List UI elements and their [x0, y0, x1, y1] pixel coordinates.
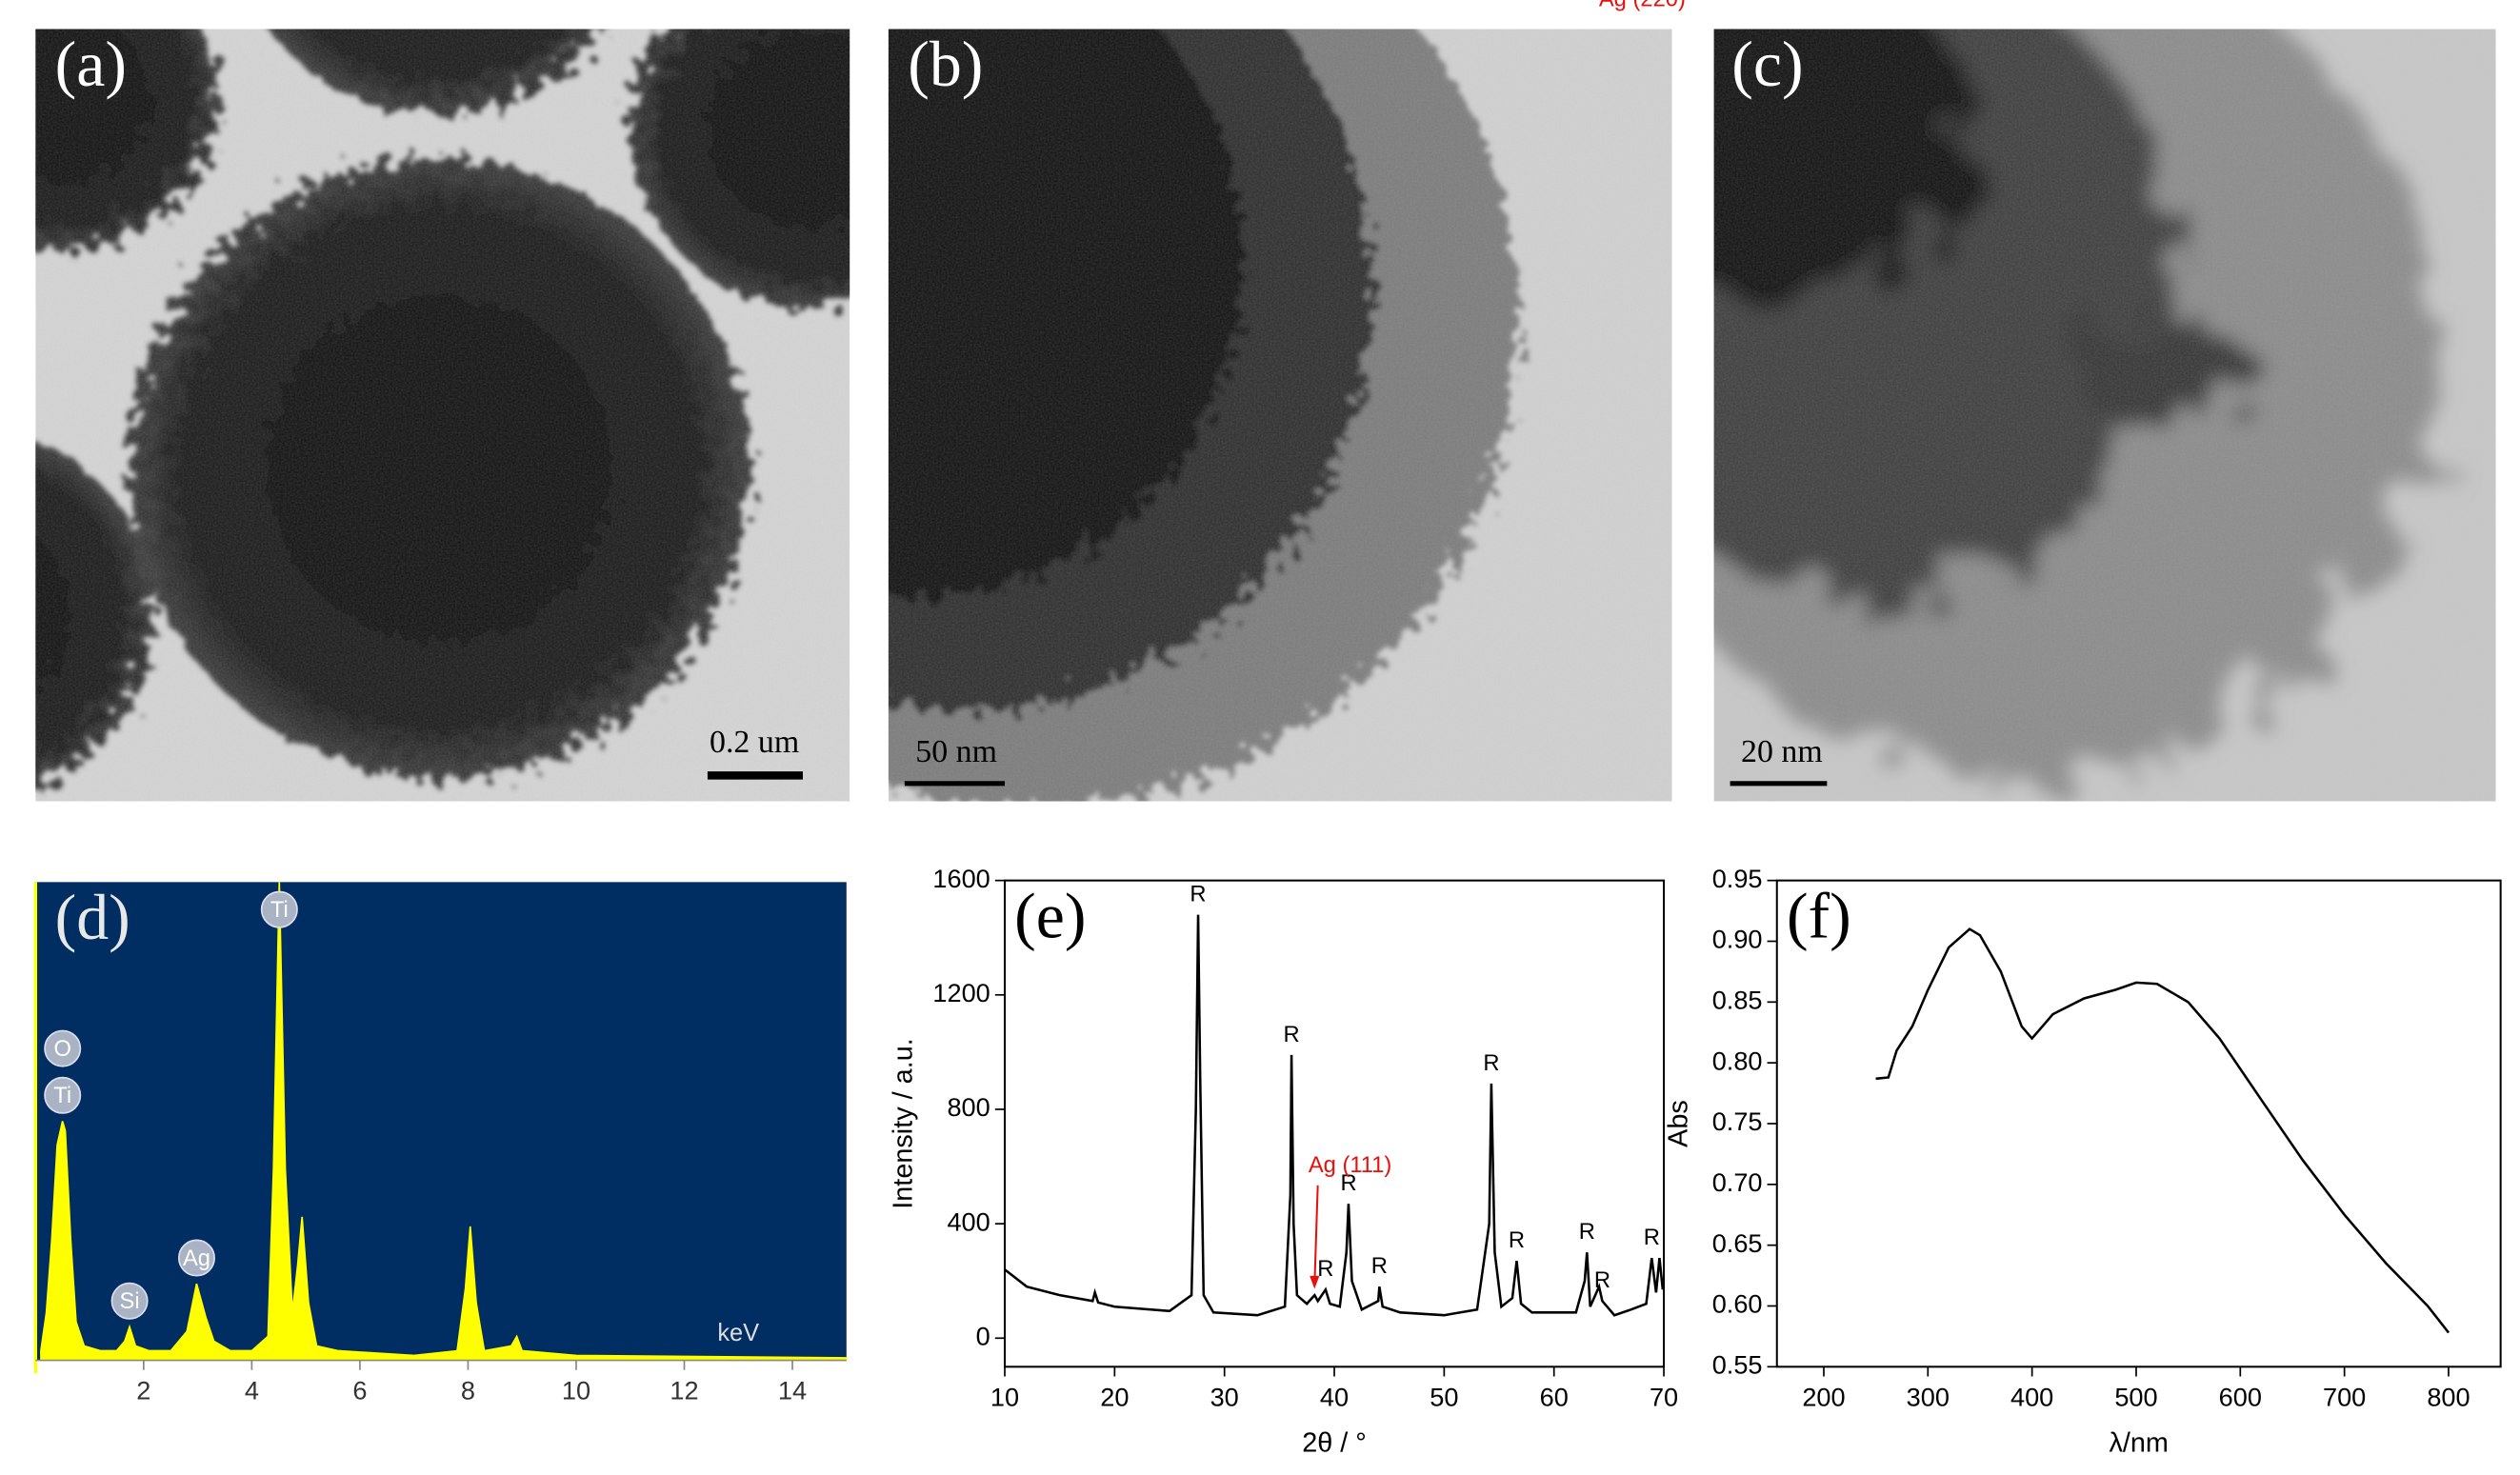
plot-frame	[1775, 879, 2502, 1368]
x-tick-label: 20	[1100, 1382, 1129, 1411]
annotation: R	[1509, 1228, 1525, 1253]
panel-label: (c)	[1731, 29, 1803, 100]
y-axis-label: Intensity / a.u.	[888, 1038, 918, 1209]
y-tick-label: 0.95	[1712, 864, 1763, 893]
micrograph-c	[1713, 29, 2496, 802]
scale-bar-label: 20 nm	[1741, 734, 1823, 769]
panel-label: (e)	[1014, 880, 1086, 951]
y-tick-label: 0.55	[1712, 1349, 1763, 1379]
panel-label: (f)	[1787, 880, 1851, 951]
y-tick-label: 1200	[932, 978, 990, 1007]
scale-bar-label: 50 nm	[915, 734, 997, 769]
x-axis-label: λ/nm	[2109, 1427, 2168, 1458]
y-tick-label: 400	[947, 1206, 990, 1236]
x-tick-label: 6	[352, 1376, 367, 1405]
x-tick-label: 500	[2114, 1382, 2157, 1411]
x-tick-label: 10	[990, 1382, 1019, 1411]
plot-frame	[1003, 879, 1666, 1368]
plot-background	[35, 882, 847, 1361]
peak-label: Ti	[270, 898, 289, 923]
y-tick-label: 0.85	[1712, 985, 1763, 1014]
micrograph-b	[888, 29, 1672, 802]
x-tick-label: 70	[1650, 1382, 1678, 1411]
x-tick-label: 40	[1320, 1382, 1349, 1411]
peak-label: Si	[120, 1289, 140, 1314]
annotation: R	[1371, 1254, 1388, 1279]
x-tick-label: 700	[2323, 1382, 2366, 1411]
y-axis-label: Abs	[1664, 1100, 1694, 1147]
x-axis-label: keV	[717, 1320, 759, 1346]
x-axis-label: 2θ / °	[1302, 1427, 1367, 1458]
annotation: R	[1579, 1220, 1595, 1245]
y-tick-label: 0.80	[1712, 1046, 1763, 1075]
x-tick-label: 14	[778, 1376, 807, 1405]
annotation: Ag (220)	[1599, 0, 1686, 11]
y-tick-label: 0.65	[1712, 1228, 1763, 1258]
y-tick-label: 0.60	[1712, 1289, 1763, 1319]
y-tick-label: 0.90	[1712, 925, 1763, 954]
x-tick-label: 600	[2219, 1382, 2262, 1411]
annotation: R	[1340, 1171, 1356, 1196]
annotation: R	[1283, 1023, 1299, 1047]
annotation: Ag (111)	[1309, 1153, 1392, 1178]
peak-marker	[260, 890, 298, 928]
micrograph-a	[35, 29, 850, 802]
y-tick-label: 1600	[932, 864, 990, 893]
spectrum	[40, 882, 848, 1362]
peak-marker	[44, 1029, 82, 1067]
peak-marker	[110, 1282, 149, 1320]
peak-marker	[44, 1076, 82, 1114]
x-tick-label: 800	[2427, 1382, 2470, 1411]
peak-label: Ag	[183, 1246, 210, 1271]
data-line	[1875, 927, 2450, 1334]
annotation-arrow	[1313, 1185, 1319, 1286]
x-tick-label: 400	[2010, 1382, 2053, 1411]
annotation: R	[1483, 1051, 1499, 1076]
x-tick-label: 12	[670, 1376, 698, 1405]
panel-label: (d)	[55, 882, 130, 953]
x-tick-label: 50	[1430, 1382, 1458, 1411]
peak-marker	[177, 1239, 215, 1277]
data-line	[1004, 914, 1665, 1317]
y-tick-label: 0.70	[1712, 1167, 1763, 1197]
y-tick-label: 0.75	[1712, 1106, 1763, 1136]
x-tick-label: 300	[1907, 1382, 1950, 1411]
x-tick-label: 200	[1802, 1382, 1845, 1411]
panel-label: (b)	[908, 29, 983, 100]
peak-label: O	[53, 1037, 70, 1062]
panel-label: (a)	[55, 29, 127, 100]
annotation: R	[1644, 1226, 1660, 1250]
peak-label: Ti	[53, 1084, 71, 1108]
y-tick-label: 0	[976, 1321, 990, 1350]
scale-bar-label: 0.2 um	[710, 725, 799, 760]
y-tick-label: 800	[947, 1092, 990, 1122]
annotation: R	[1190, 883, 1206, 907]
annotation-arrowhead	[1310, 1275, 1320, 1289]
x-tick-label: 8	[461, 1376, 475, 1405]
x-tick-label: 2	[136, 1376, 150, 1405]
x-tick-label: 30	[1210, 1382, 1239, 1411]
annotation: R	[1594, 1268, 1610, 1293]
x-tick-label: 60	[1540, 1382, 1569, 1411]
annotation: R	[1317, 1257, 1333, 1282]
x-tick-label: 10	[562, 1376, 590, 1405]
x-tick-label: 4	[245, 1376, 259, 1405]
